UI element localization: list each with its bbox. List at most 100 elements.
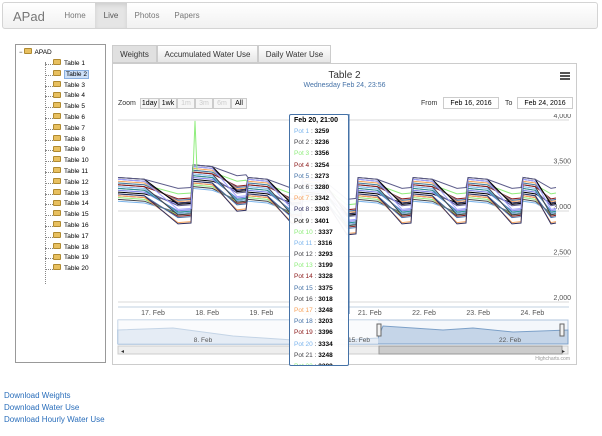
folder-icon <box>53 145 61 152</box>
zoom-1m-button[interactable]: 1m <box>177 98 195 109</box>
tooltip-row: Pot 21 : 3248 <box>294 350 344 361</box>
tree-connector <box>45 269 53 271</box>
tree-item-table-19[interactable]: Table 19 <box>53 252 89 263</box>
zoom-6m-button[interactable]: 6m <box>213 98 231 109</box>
tree-item-table-20[interactable]: Table 20 <box>53 263 89 274</box>
tree-connector <box>45 62 46 284</box>
tooltip-separator: : <box>312 318 319 326</box>
tree-item-table-17[interactable]: Table 17 <box>53 231 89 242</box>
series-line <box>117 164 557 200</box>
tree-item-table-12[interactable]: Table 12 <box>53 177 89 188</box>
tooltip-rows: Pot 1 : 3259 Pot 2 : 3236 Pot 3 : 3356 Pot … <box>294 126 344 365</box>
chart-title: Table 2 <box>328 70 361 81</box>
tree-item-table-11[interactable]: Table 11 <box>53 166 88 177</box>
zoom-1wk-button[interactable]: 1wk <box>159 98 177 109</box>
tooltip-separator: : <box>309 161 315 169</box>
brand-logo[interactable]: APad <box>13 9 45 24</box>
tooltip-series-name: Pot 14 <box>294 273 313 281</box>
download-water-use-link[interactable]: Download Water Use <box>4 403 80 412</box>
tooltip-series-name: Pot 8 <box>294 206 310 214</box>
tree-item-table-5[interactable]: Table 5 <box>53 101 85 112</box>
tree-item-table-7[interactable]: Table 7 <box>53 123 85 134</box>
tooltip-series-name: Pot 21 <box>294 351 313 359</box>
folder-icon <box>53 80 61 87</box>
tooltip-series-name: Pot 11 <box>294 239 313 247</box>
nav-link-papers[interactable]: Papers <box>174 11 200 20</box>
weights-chart: Table 2 Wednesday Feb 24, 23:56 Zoom 1da… <box>112 63 577 366</box>
nav-link-home[interactable]: Home <box>64 11 86 20</box>
tree-item-table-13[interactable]: Table 13 <box>53 188 89 199</box>
tooltip-series-name: Pot 7 <box>294 195 310 203</box>
tree-connector <box>45 107 53 109</box>
tree-item-table-18[interactable]: Table 18 <box>53 242 89 253</box>
tree-connector <box>45 226 53 227</box>
hamburger-menu-icon[interactable] <box>560 72 570 80</box>
tooltip-series-value: 3389 <box>318 363 332 365</box>
folder-icon <box>53 102 61 109</box>
highcharts-credit[interactable]: Highcharts.com <box>535 356 570 362</box>
tree-item-table-8[interactable]: Table 8 <box>53 134 85 145</box>
tree-item-table-9[interactable]: Table 9 <box>53 144 85 155</box>
tooltip-series-value: 3328 <box>318 273 333 281</box>
tree-item-label: Table 15 <box>64 211 89 219</box>
tree-item-table-3[interactable]: Table 3 <box>53 80 85 91</box>
from-date-input[interactable]: Feb 16, 2016 <box>443 97 499 109</box>
nav-link-photos[interactable]: Photos <box>134 11 160 20</box>
tooltip-separator: : <box>309 206 315 214</box>
tab-weights[interactable]: Weights <box>112 45 157 63</box>
zoom-all-button[interactable]: All <box>231 98 247 109</box>
tree-connector <box>45 85 53 87</box>
tooltip-separator: : <box>309 139 315 147</box>
tooltip-series-value: 3236 <box>314 139 330 147</box>
tree-item-table-16[interactable]: Table 16 <box>53 220 89 231</box>
download-hourly-water-use-link[interactable]: Download Hourly Water Use <box>4 415 105 424</box>
tree-item-table-2[interactable]: Table 2 <box>53 69 89 80</box>
tooltip-row: Pot 19 : 3396 <box>294 327 344 338</box>
series-spike <box>192 120 198 172</box>
tree-item-label: Table 19 <box>64 254 89 262</box>
tree-item-label: Table 18 <box>64 243 89 251</box>
tree-connector <box>45 258 53 260</box>
download-weights-link[interactable]: Download Weights <box>4 391 71 400</box>
tooltip-series-value: 3248 <box>318 307 333 314</box>
tree-item-table-4[interactable]: Table 4 <box>53 90 85 101</box>
x-tick-label: 22. Feb <box>412 310 436 317</box>
x-tick-label: 24. Feb <box>521 310 545 317</box>
navigator-handle-left <box>376 323 382 337</box>
tooltip-separator: : <box>312 329 319 337</box>
nav-link-live[interactable]: Live <box>95 3 127 28</box>
tooltip-series-name: Pot 5 <box>294 172 310 180</box>
tooltip-series-name: Pot 6 <box>294 183 310 191</box>
tooltip-series-value: 3273 <box>314 172 330 180</box>
series-line <box>117 166 557 221</box>
tree-item-table-14[interactable]: Table 14 <box>53 198 89 209</box>
folder-icon <box>53 91 61 98</box>
tab-accumulated-water-use[interactable]: Accumulated Water Use <box>157 45 258 63</box>
tree-root-label: APAD <box>34 49 52 56</box>
tooltip-row: Pot 10 : 3337 <box>294 227 344 238</box>
tree-item-label: Table 17 <box>64 232 89 240</box>
tree-item-label: Table 8 <box>64 135 85 143</box>
tree-connector <box>45 118 53 119</box>
tooltip-series-value: 3316 <box>317 239 333 247</box>
zoom-1day-button[interactable]: 1day <box>140 98 159 109</box>
collapse-icon[interactable]: − <box>19 50 23 56</box>
folder-icon <box>53 221 61 228</box>
navigator-handle-right <box>559 323 565 337</box>
zoom-3m-button[interactable]: 3m <box>195 98 213 109</box>
tooltip-series-value: 3254 <box>314 161 330 169</box>
y-tick-label: 3,500 <box>553 159 571 166</box>
tree-item-table-10[interactable]: Table 10 <box>53 155 89 166</box>
tooltip-row: Pot 9 : 3401 <box>294 216 344 227</box>
tree-item-table-6[interactable]: Table 6 <box>53 112 85 123</box>
folder-icon <box>53 232 61 239</box>
tooltip-row: Pot 12 : 3293 <box>294 249 344 260</box>
tree-item-table-15[interactable]: Table 15 <box>53 209 89 220</box>
tooltip-separator: : <box>309 183 315 191</box>
tree-root[interactable]: − APAD <box>19 47 52 58</box>
tab-daily-water-use[interactable]: Daily Water Use <box>258 45 331 63</box>
to-date-input[interactable]: Feb 24, 2016 <box>517 97 573 109</box>
tooltip-separator: : <box>312 262 319 270</box>
tree-item-table-1[interactable]: Table 1 <box>53 58 85 69</box>
folder-icon <box>53 242 61 249</box>
